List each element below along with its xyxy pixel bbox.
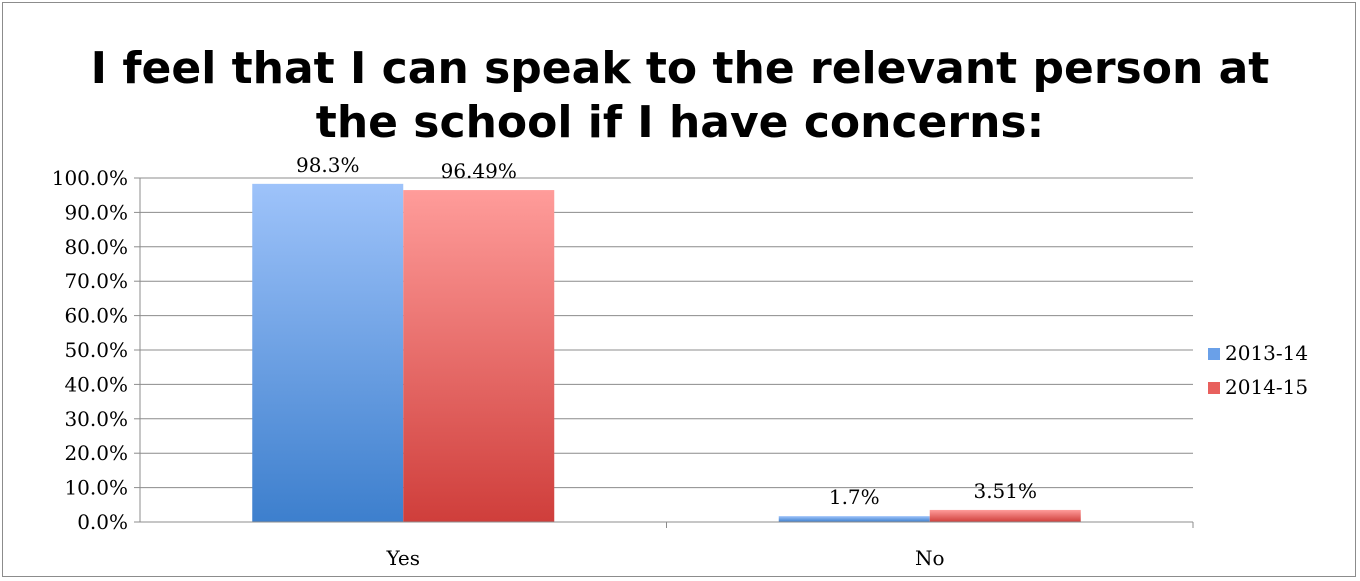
- bar-2013-14-No: [778, 516, 930, 522]
- bar-2014-15-Yes: [403, 190, 555, 522]
- chart-title: I feel that I can speak to the relevant …: [0, 42, 1360, 150]
- y-tick-label: 10.0%: [64, 476, 128, 500]
- y-tick-label: 70.0%: [64, 269, 128, 293]
- labels: 0.0% 10.0% 20.0% 30.0% 40.0% 50.0% 60.0% 70.0% 8…: [52, 153, 1037, 570]
- axes: [134, 177, 1194, 528]
- bars: [252, 183, 1081, 522]
- legend-label: 2014-15: [1225, 375, 1308, 399]
- chart-title-line-1: I feel that I can speak to the relevant …: [90, 43, 1270, 94]
- data-label: 3.51%: [973, 479, 1037, 503]
- y-tick-label: 50.0%: [64, 338, 128, 362]
- y-tick-label: 0.0%: [77, 510, 128, 534]
- chart-title-line-2: the school if I have concerns:: [315, 97, 1045, 148]
- data-label: 96.49%: [441, 159, 517, 183]
- legend-label: 2013-14: [1225, 341, 1308, 365]
- y-tick-label: 100.0%: [52, 166, 128, 190]
- x-tick-label: No: [915, 546, 945, 570]
- y-tick-label: 40.0%: [64, 372, 128, 396]
- legend-swatch: [1208, 382, 1220, 394]
- y-tick-label: 30.0%: [64, 407, 128, 431]
- y-tick-label: 80.0%: [64, 235, 128, 259]
- y-tick-label: 20.0%: [64, 441, 128, 465]
- data-label: 1.7%: [829, 485, 880, 509]
- legend-swatch: [1208, 348, 1220, 360]
- legend: 2013-14 2014-15: [1208, 341, 1308, 399]
- y-tick-label: 90.0%: [64, 200, 128, 224]
- bar-2014-15-No: [929, 509, 1081, 522]
- y-tick-label: 60.0%: [64, 304, 128, 328]
- x-tick-label: Yes: [385, 546, 420, 570]
- bar-2013-14-Yes: [252, 183, 404, 522]
- data-label: 98.3%: [296, 153, 360, 177]
